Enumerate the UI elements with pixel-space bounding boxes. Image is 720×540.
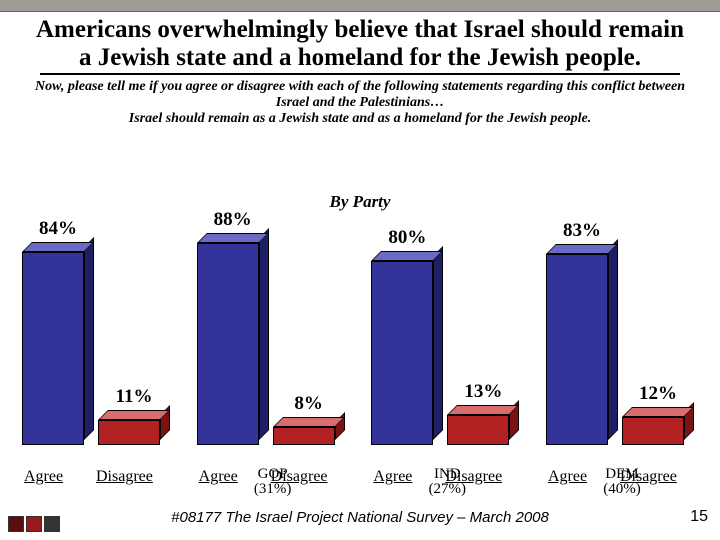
top-bar bbox=[0, 0, 720, 12]
disagree-bar bbox=[622, 407, 694, 445]
bars-area: 80% 13% bbox=[363, 200, 531, 445]
agree-value-label: 84% bbox=[17, 218, 99, 240]
bars-area: 83% 12% bbox=[538, 200, 706, 445]
disagree-value-label: 13% bbox=[442, 381, 524, 403]
chart-panel-0: 84% 11% Agree Disagree bbox=[14, 200, 182, 490]
agree-bar bbox=[197, 233, 269, 445]
agree-bar bbox=[22, 242, 94, 445]
title-block: Americans overwhelmingly believe that Is… bbox=[0, 12, 720, 73]
bars-area: 88% 8% bbox=[189, 200, 357, 445]
bars-area: 84% 11% bbox=[14, 200, 182, 445]
footer-italic: #08177 The Israel Project National Surve… bbox=[171, 509, 549, 526]
panel-sub-label: IND(27%) bbox=[363, 467, 531, 499]
panel-sub-label: DEM(40%) bbox=[538, 467, 706, 499]
question-text: Now, please tell me if you agree or disa… bbox=[0, 75, 720, 129]
disagree-bar bbox=[273, 417, 345, 445]
agree-bar bbox=[371, 251, 443, 445]
chart-panel-3: 83%12%AgreeDisagreeDEM(40%) bbox=[538, 200, 706, 490]
page-number: 15 bbox=[690, 508, 708, 526]
main-title: Americans overwhelmingly believe that Is… bbox=[30, 16, 690, 71]
agree-value-label: 83% bbox=[541, 220, 623, 242]
disagree-value-label: 11% bbox=[93, 386, 175, 408]
panel-sub-label: GOP(31%) bbox=[189, 467, 357, 499]
agree-value-label: 80% bbox=[366, 227, 448, 249]
chart-row: 84%11%AgreeDisagree88%8%AgreeDisagreeGOP… bbox=[14, 200, 706, 490]
disagree-bar bbox=[98, 410, 170, 445]
axis-label-agree: Agree bbox=[24, 468, 63, 486]
disagree-value-label: 8% bbox=[268, 393, 350, 415]
disagree-bar bbox=[447, 405, 519, 445]
footer-text: #08177 The Israel Project National Surve… bbox=[0, 509, 720, 526]
axis-label-disagree: Disagree bbox=[96, 468, 153, 486]
chart-panel-1: 88%8%AgreeDisagreeGOP(31%) bbox=[189, 200, 357, 490]
disagree-value-label: 12% bbox=[617, 383, 699, 405]
agree-value-label: 88% bbox=[192, 209, 274, 231]
agree-bar bbox=[546, 244, 618, 445]
chart-panel-2: 80%13%AgreeDisagreeIND(27%) bbox=[363, 200, 531, 490]
